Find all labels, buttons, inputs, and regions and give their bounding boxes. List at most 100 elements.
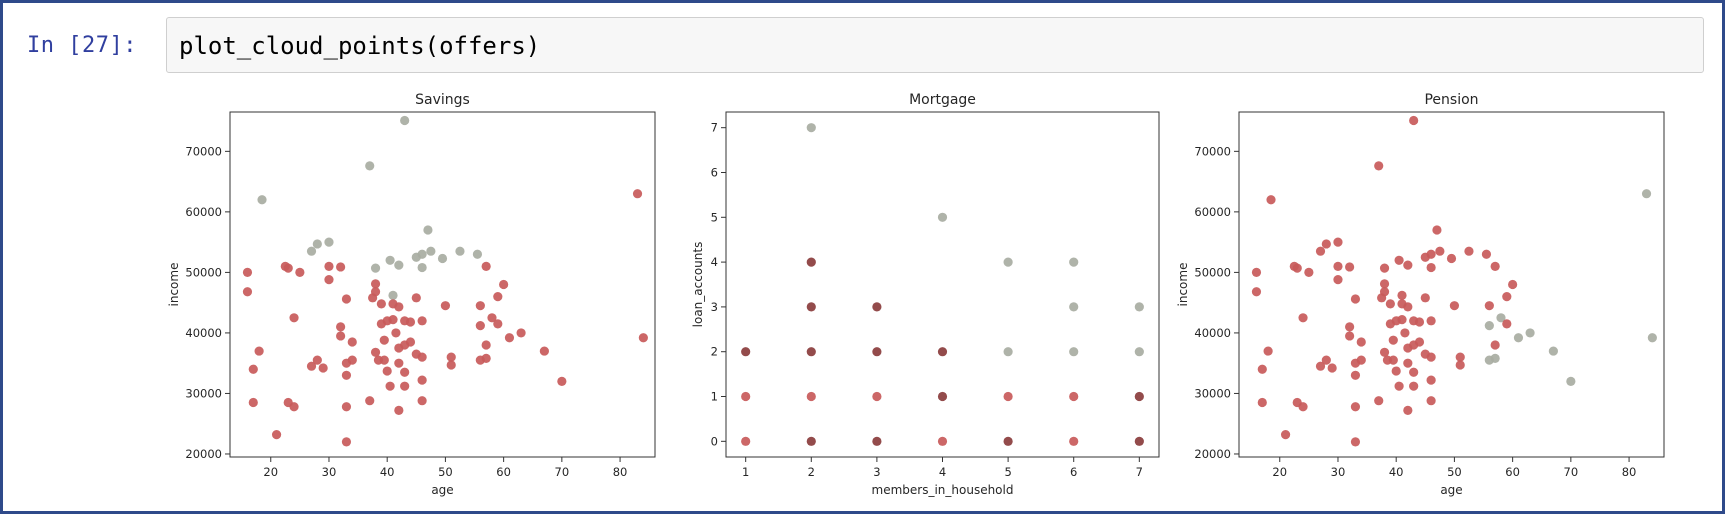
data-point xyxy=(1426,352,1436,362)
data-point xyxy=(493,319,503,329)
data-point xyxy=(1388,335,1398,345)
data-point xyxy=(341,294,352,304)
data-point xyxy=(1003,257,1013,267)
data-point xyxy=(394,260,404,270)
data-point xyxy=(417,396,427,406)
x-tick-label: 60 xyxy=(1505,465,1520,479)
y-tick-label: 60000 xyxy=(1194,205,1231,219)
data-point xyxy=(1496,313,1506,323)
data-point xyxy=(370,287,381,297)
y-tick-label: 40000 xyxy=(185,326,222,340)
data-point xyxy=(1379,347,1390,357)
y-tick-label: 30000 xyxy=(1194,386,1231,400)
x-tick-label: 30 xyxy=(322,465,337,479)
data-point xyxy=(1003,347,1013,357)
y-tick-label: 6 xyxy=(711,165,718,179)
data-point xyxy=(1490,261,1500,271)
data-point xyxy=(806,436,816,446)
data-point xyxy=(1266,195,1276,205)
data-point xyxy=(283,263,293,273)
code-text[interactable]: plot_cloud_points(offers) xyxy=(179,32,541,60)
data-point xyxy=(248,397,258,408)
data-point xyxy=(1304,267,1314,277)
data-point xyxy=(1350,294,1361,304)
data-point xyxy=(370,347,381,357)
data-point xyxy=(257,195,267,205)
x-tick-label: 80 xyxy=(1622,465,1637,479)
data-point xyxy=(1333,275,1343,285)
data-point xyxy=(440,301,451,311)
y-tick-label: 2 xyxy=(711,345,718,359)
data-point xyxy=(341,437,352,447)
y-tick-label: 20000 xyxy=(1194,447,1231,461)
x-tick-label: 40 xyxy=(1389,465,1404,479)
data-point xyxy=(1356,355,1366,365)
data-point xyxy=(1525,328,1535,338)
x-axis-label: members_in_household xyxy=(872,483,1014,497)
data-point xyxy=(1490,353,1500,363)
data-point xyxy=(741,391,751,402)
data-point xyxy=(1409,367,1419,377)
x-tick-label: 30 xyxy=(1331,465,1346,479)
code-input-cell[interactable]: plot_cloud_points(offers) xyxy=(166,17,1704,73)
data-point xyxy=(741,436,751,446)
chart-savings: Savings 20 30 40 50 60 70 80 20000 30000 40000 5000… xyxy=(167,92,656,497)
data-point xyxy=(1481,249,1492,259)
x-tick-label: 60 xyxy=(496,465,511,479)
data-point xyxy=(405,337,416,347)
plot-area-frame xyxy=(229,111,656,458)
x-axis-label: age xyxy=(1440,483,1462,497)
x-tick-label: 7 xyxy=(1136,465,1143,479)
y-tick-label: 70000 xyxy=(185,144,222,158)
data-point xyxy=(248,364,258,374)
data-point xyxy=(632,189,643,199)
data-point xyxy=(1345,262,1355,272)
data-point xyxy=(254,346,264,356)
data-point xyxy=(1426,375,1436,385)
y-tick-label: 1 xyxy=(711,390,718,404)
data-point xyxy=(1513,333,1524,343)
data-point xyxy=(1426,396,1436,406)
x-tick-label: 80 xyxy=(613,465,628,479)
y-tick-label: 5 xyxy=(711,210,718,224)
data-point xyxy=(1647,333,1657,343)
data-point xyxy=(1409,381,1419,391)
x-axis-label: age xyxy=(431,483,453,497)
data-point xyxy=(391,328,401,338)
data-point xyxy=(937,391,948,402)
data-point xyxy=(1484,321,1494,331)
data-point xyxy=(1641,189,1652,199)
data-point xyxy=(1327,363,1337,373)
data-point xyxy=(385,381,395,391)
data-point xyxy=(937,347,948,357)
data-point xyxy=(388,290,398,300)
data-point xyxy=(295,267,305,277)
chart-title: Pension xyxy=(1424,92,1478,108)
data-point xyxy=(1374,161,1384,171)
chart-pension: Pension 20 30 40 50 60 70 80 20000 30000 40000 5000… xyxy=(1176,92,1665,497)
data-point xyxy=(1426,316,1436,326)
data-point xyxy=(336,331,346,341)
data-point xyxy=(426,246,436,256)
data-point xyxy=(516,328,526,338)
data-point xyxy=(1315,361,1326,371)
data-point xyxy=(1345,322,1355,332)
data-point xyxy=(312,355,322,365)
x-tick-label: 20 xyxy=(1272,465,1287,479)
data-point xyxy=(376,299,386,309)
data-point xyxy=(1403,260,1413,270)
chart-title: Savings xyxy=(415,92,470,108)
x-tick-label: 50 xyxy=(438,465,453,479)
data-point xyxy=(411,293,421,303)
data-point xyxy=(1345,331,1355,341)
data-point xyxy=(400,367,410,377)
y-tick-label: 0 xyxy=(711,434,718,448)
data-point xyxy=(937,212,948,222)
data-point xyxy=(806,302,816,312)
data-point xyxy=(1409,115,1419,126)
data-point xyxy=(242,267,253,277)
data-point xyxy=(394,358,404,368)
data-point xyxy=(417,352,427,362)
data-point xyxy=(1257,397,1267,408)
data-point xyxy=(318,363,328,373)
